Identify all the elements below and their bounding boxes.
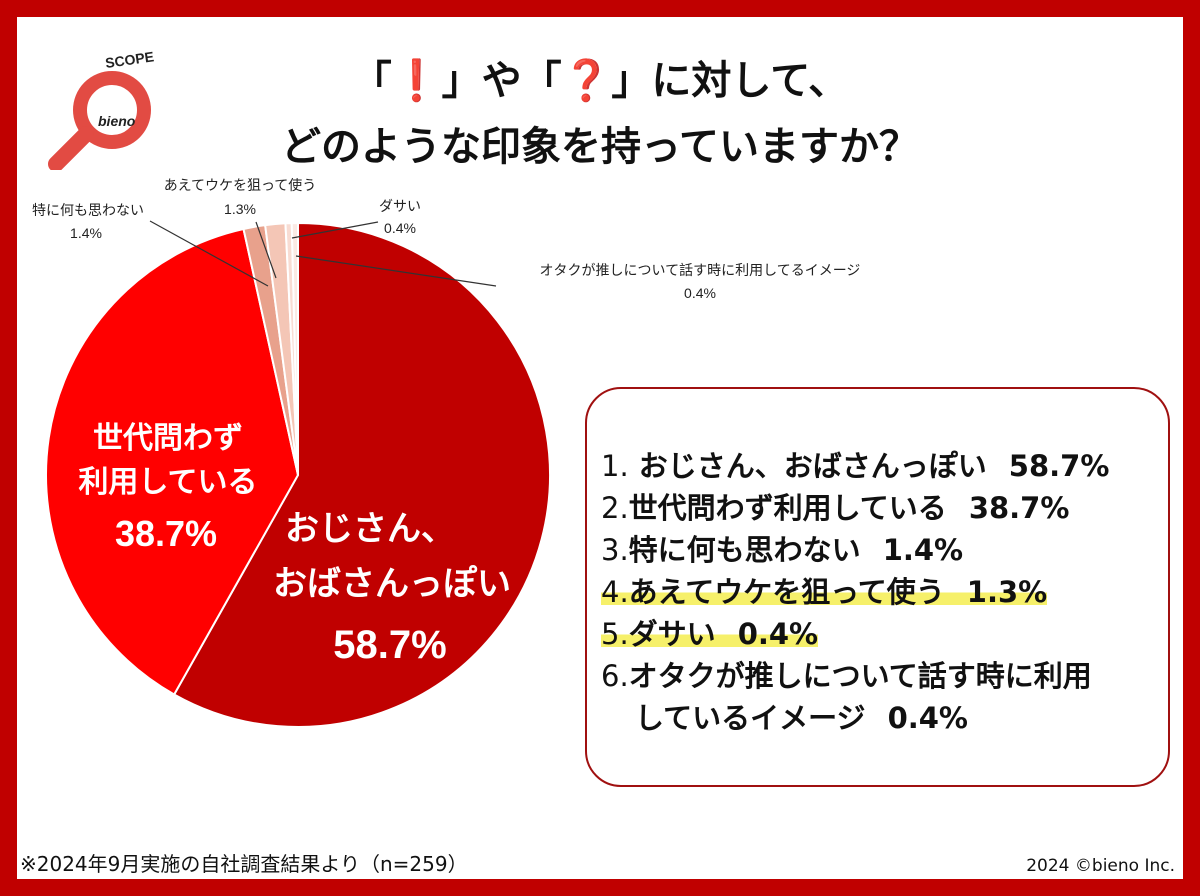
logo-brand-text: bieno [98,113,136,129]
leader-line-s4 [255,221,277,279]
legend-list: 1. おじさん、おばさんっぽい 58.7% 2.世代問わず利用している 38.7% … [601,445,1109,739]
slice-label-1-line1: おじさん、 [285,510,455,548]
page-title: 「❗」や「❓」に対して、 どのような印象を持っていますか？ [180,48,1020,180]
copyright: 2024 ©bieno Inc. [1026,856,1175,876]
leader-line-s6 [295,255,497,287]
question-icon: ❓ [561,58,612,104]
title-line-2: どのような印象を持っていますか？ [281,124,919,170]
title-line-1: 「❗」や「❓」に対して、 [351,58,849,104]
slice-label-3-pct: 1.4% [70,225,102,241]
pie-slice-1 [172,221,551,728]
slice-label-2-pct: 38.7% [115,513,217,554]
legend-item-5: 5.ダサい 0.4% [601,617,819,651]
logo-scope-text: SCOPE [104,48,155,71]
pie-slice-2 [45,227,300,696]
slice-label-1-line2: おばさんっぽい [273,564,511,603]
bieno-scope-logo: SCOPE bieno [48,48,155,170]
slice-label-4-pct: 1.3% [224,201,256,217]
leader-line-s3 [149,220,269,287]
slice-label-1-pct: 58.7% [333,623,446,667]
legend-item-1: 1. おじさん、おばさんっぽい 58.7% [601,449,1110,483]
slice-label-5-pct: 0.4% [384,220,416,236]
magnifier-ring [73,71,151,149]
legend-item-6: 6.オタクが推しについて話す時に利用 しているイメージ 0.4% [601,659,1092,735]
legend-item-2: 2.世代問わず利用している 38.7% [601,491,1070,525]
slice-label-5-name: ダサい [379,198,421,214]
legend-box: 1. おじさん、おばさんっぽい 58.7% 2.世代問わず利用している 38.7% … [585,387,1170,787]
legend-item-3: 3.特に何も思わない 1.4% [601,533,964,567]
exclamation-icon: ❗ [391,58,442,104]
slice-label-6-name: オタクが推しについて話す時に利用してるイメージ [540,262,861,278]
slice-label-6-pct: 0.4% [684,285,716,301]
slice-label-3-name: 特に何も思わない [32,202,144,218]
footnote: ※2024年9月実施の自社調査結果より（n=259） [20,852,468,876]
leader-line-s5 [291,221,379,239]
legend-item-4: 4.あえてウケを狙って使う 1.3% [601,575,1048,609]
slice-label-2-line2: 利用している [78,466,257,499]
slice-label-4-name: あえてウケを狙って使う [164,177,317,193]
pie-slice-6 [290,221,299,476]
slice-label-2-line1: 世代問わず [93,422,243,455]
magnifier-handle [48,126,94,170]
